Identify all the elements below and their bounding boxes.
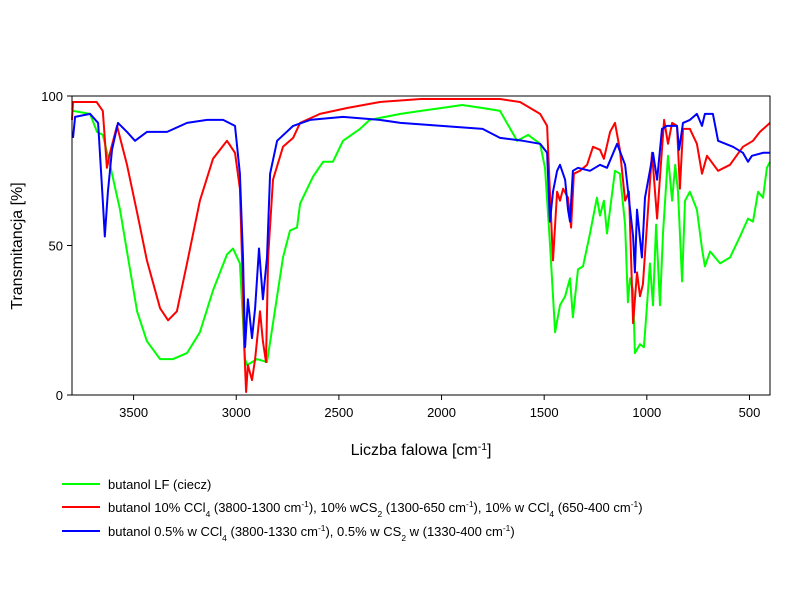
legend-label-part: 2	[377, 509, 382, 519]
legend-label-part: -1	[466, 499, 474, 509]
legend-label-part: -1	[631, 499, 639, 509]
x-axis-title-part: -1	[478, 442, 487, 453]
series-line-1	[71, 98, 771, 393]
x-tick-label: 3500	[119, 405, 148, 420]
legend-label-1: butanol 10% CCl4 (3800-1300 cm-1), 10% w…	[108, 499, 643, 519]
legend-label-part: 4	[549, 509, 554, 519]
x-axis-title-part: Liczba falowa [cm	[351, 442, 478, 459]
x-tick-label: 1500	[530, 405, 559, 420]
x-tick-label: 3000	[222, 405, 251, 420]
legend-label-part: (650-400 cm	[554, 500, 631, 515]
series-line-0	[71, 104, 771, 367]
legend-label-2: butanol 0.5% w CCl4 (3800-1330 cm-1), 0.…	[108, 523, 515, 543]
series-layer	[71, 98, 771, 393]
x-tick-label: 500	[739, 405, 761, 420]
legend-label-part: ), 10% w CCl	[474, 500, 550, 515]
x-tick-label: 2000	[427, 405, 456, 420]
y-tick-label: 50	[49, 239, 63, 254]
x-tick-label: 2500	[324, 405, 353, 420]
legend: butanol LF (ciecz)butanol 10% CCl4 (3800…	[62, 477, 643, 543]
legend-label-part: )	[638, 500, 642, 515]
legend-label-part: -1	[503, 523, 511, 533]
legend-label-part: 4	[206, 509, 211, 519]
legend-label-part: butanol LF (ciecz)	[108, 477, 211, 492]
y-tick-label: 100	[41, 89, 63, 104]
legend-label-part: (1300-650 cm	[382, 500, 466, 515]
legend-label-part: -1	[318, 523, 326, 533]
legend-label-part: (3800-1330 cm	[227, 524, 318, 539]
x-axis-title-part: ]	[487, 442, 491, 459]
legend-label-part: butanol 0.5% w CCl	[108, 524, 222, 539]
y-tick-label: 0	[56, 388, 63, 403]
legend-label-0: butanol LF (ciecz)	[108, 477, 211, 492]
legend-label-part: ), 10% wCS	[309, 500, 378, 515]
x-axis-title: Liczba falowa [cm-1]	[351, 442, 492, 460]
ticks-layer: 3500 3000 2500 2000 1500 1000 500 0 50 100	[41, 89, 760, 420]
y-axis-title: Transmitancja [%]	[9, 182, 26, 309]
legend-label-part: )	[510, 524, 514, 539]
legend-label-part: w (1330-400 cm	[406, 524, 503, 539]
legend-label-part: (3800-1300 cm	[210, 500, 301, 515]
plot-frame	[71, 95, 771, 396]
legend-label-part: -1	[301, 499, 309, 509]
legend-label-part: butanol 10% CCl	[108, 500, 206, 515]
legend-label-part: 2	[401, 533, 406, 543]
series-line-2	[72, 112, 770, 349]
x-tick-label: 1000	[632, 405, 661, 420]
legend-label-part: ), 0.5% w CS	[325, 524, 401, 539]
legend-label-part: 4	[222, 533, 227, 543]
